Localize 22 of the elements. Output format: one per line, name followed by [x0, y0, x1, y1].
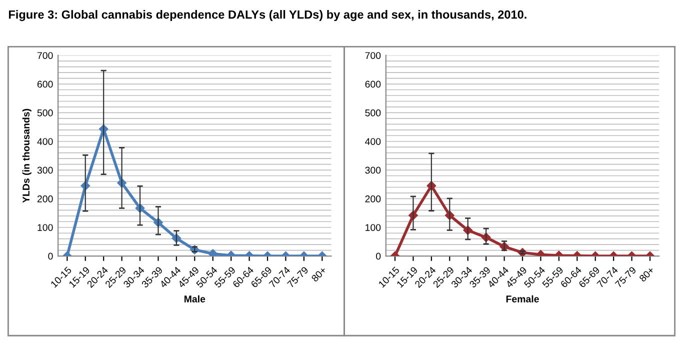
y-tick-label: 200: [365, 195, 381, 202]
y-tick-label: 400: [365, 138, 381, 145]
y-tick-label: 100: [38, 224, 53, 231]
x-axis-title: Male: [184, 295, 206, 302]
y-tick-label: 300: [365, 166, 381, 174]
y-tick-label: 400: [37, 138, 53, 145]
y-tick-label: 600: [365, 80, 381, 88]
y-axis-title: YLDs (in thousands): [22, 108, 32, 203]
y-tick-label: 500: [37, 109, 53, 116]
y-tick-label: 700: [37, 52, 53, 59]
x-axis-title: Female: [506, 295, 539, 302]
y-tick-label: 600: [37, 80, 53, 88]
y-tick-label: 500: [365, 109, 381, 116]
y-tick-label: 100: [366, 224, 381, 231]
y-tick-label: 0: [48, 252, 53, 260]
x-tick-label: 80+: [638, 266, 655, 282]
y-tick-label: 700: [365, 52, 381, 59]
chart-title: Figure 3: Global cannabis dependence DALYs (all YLDs) by age and sex, in thousands, 2010.: [8, 10, 526, 22]
x-tick-label: 80+: [310, 266, 327, 282]
y-tick-label: 300: [37, 166, 53, 174]
y-tick-label: 200: [37, 195, 53, 202]
y-tick-label: 0: [376, 252, 381, 260]
